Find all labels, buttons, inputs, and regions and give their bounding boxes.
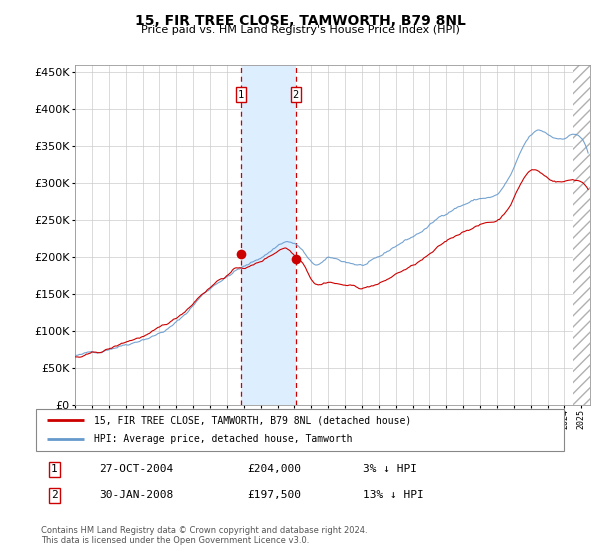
Text: 15, FIR TREE CLOSE, TAMWORTH, B79 8NL: 15, FIR TREE CLOSE, TAMWORTH, B79 8NL [134, 14, 466, 28]
Text: 2: 2 [51, 491, 58, 501]
Text: Price paid vs. HM Land Registry's House Price Index (HPI): Price paid vs. HM Land Registry's House … [140, 25, 460, 35]
Text: HPI: Average price, detached house, Tamworth: HPI: Average price, detached house, Tamw… [94, 435, 353, 445]
Text: Contains HM Land Registry data © Crown copyright and database right 2024.
This d: Contains HM Land Registry data © Crown c… [41, 526, 368, 545]
Text: 1: 1 [238, 90, 244, 100]
Bar [241, 65, 296, 405]
Text: 30-JAN-2008: 30-JAN-2008 [100, 491, 173, 501]
Text: 2: 2 [293, 90, 299, 100]
Text: 15, FIR TREE CLOSE, TAMWORTH, B79 8NL (detached house): 15, FIR TREE CLOSE, TAMWORTH, B79 8NL (d… [94, 415, 412, 425]
Text: 1: 1 [51, 464, 58, 474]
Text: 3% ↓ HPI: 3% ↓ HPI [364, 464, 418, 474]
Text: 27-OCT-2004: 27-OCT-2004 [100, 464, 173, 474]
Text: £197,500: £197,500 [247, 491, 301, 501]
Text: £204,000: £204,000 [247, 464, 301, 474]
Text: 13% ↓ HPI: 13% ↓ HPI [364, 491, 424, 501]
